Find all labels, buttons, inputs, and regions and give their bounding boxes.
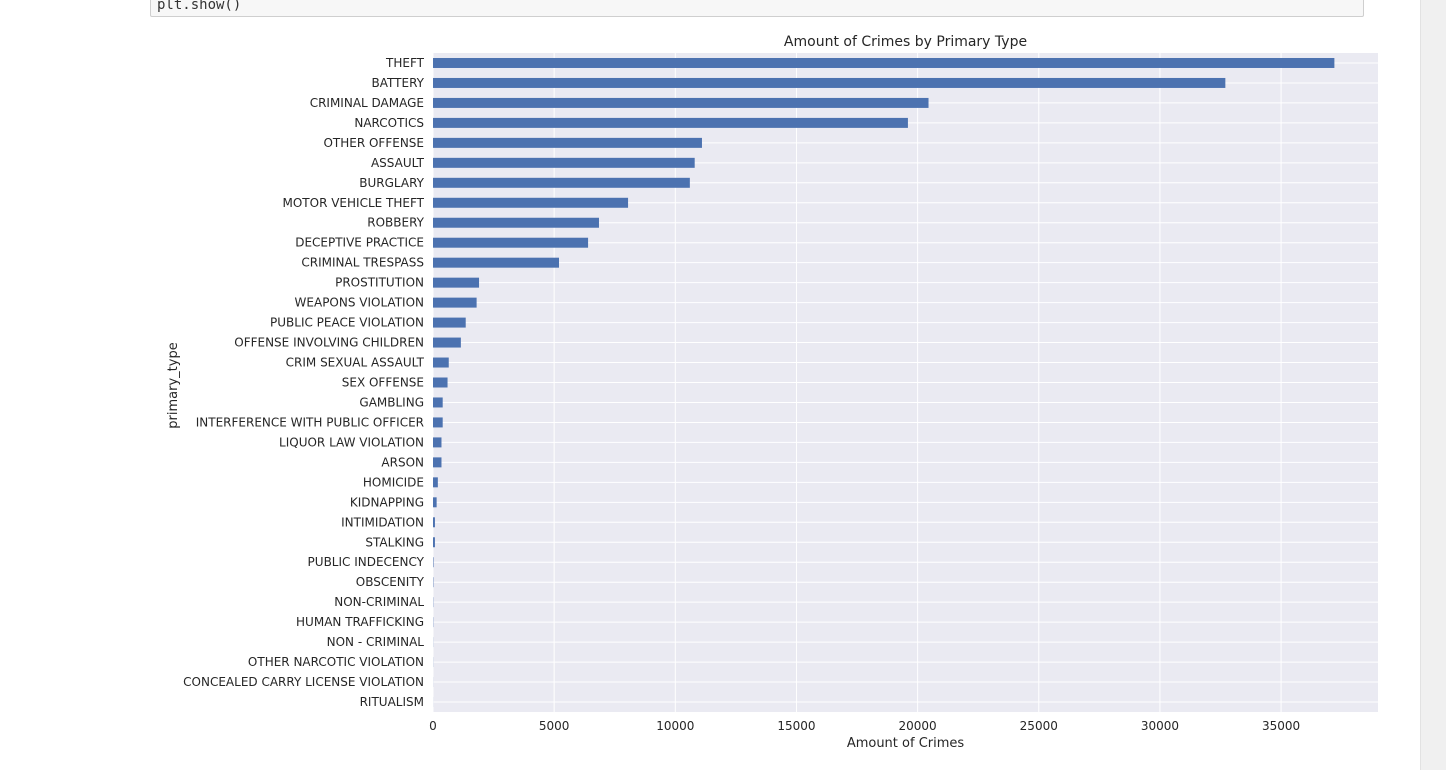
bar <box>433 157 695 168</box>
y-tick-label: OTHER NARCOTIC VIOLATION <box>248 655 424 669</box>
code-cell[interactable]: plt.show() <box>150 0 1364 17</box>
y-tick-label: OBSCENITY <box>356 575 425 589</box>
x-tick-label: 20000 <box>899 719 937 733</box>
vertical-scrollbar[interactable] <box>1420 0 1446 770</box>
y-tick-label: NARCOTICS <box>354 116 424 130</box>
x-tick-label: 30000 <box>1141 719 1179 733</box>
y-tick-label: INTERFERENCE WITH PUBLIC OFFICER <box>196 415 424 429</box>
y-tick-label: OFFENSE INVOLVING CHILDREN <box>234 336 424 350</box>
bar <box>433 417 443 428</box>
bar <box>433 117 908 128</box>
y-tick-label: ARSON <box>381 455 424 469</box>
x-tick-label: 10000 <box>656 719 694 733</box>
bar <box>433 277 480 288</box>
y-tick-label: LIQUOR LAW VIOLATION <box>279 435 424 449</box>
y-tick-label: CRIMINAL TRESPASS <box>301 256 424 270</box>
y-tick-label: RITUALISM <box>360 695 424 709</box>
x-tick-label: 35000 <box>1262 719 1300 733</box>
bar <box>433 317 466 328</box>
bar <box>433 537 435 548</box>
y-tick-label: NON - CRIMINAL <box>327 635 425 649</box>
y-tick-label: DECEPTIVE PRACTICE <box>295 236 424 250</box>
bar <box>433 297 477 308</box>
bar <box>433 217 599 228</box>
bar <box>433 77 1226 88</box>
y-tick-label: ROBBERY <box>367 216 424 230</box>
y-tick-label: MOTOR VEHICLE THEFT <box>283 196 425 210</box>
x-tick-label: 15000 <box>777 719 815 733</box>
bar <box>433 477 438 488</box>
y-tick-label: KIDNAPPING <box>350 495 424 509</box>
y-tick-label: ASSAULT <box>371 156 425 170</box>
y-tick-label: GAMBLING <box>359 395 424 409</box>
y-tick-label: PUBLIC PEACE VIOLATION <box>270 316 424 330</box>
x-tick-label: 5000 <box>539 719 570 733</box>
y-tick-label: HOMICIDE <box>363 475 424 489</box>
y-tick-label: CRIMINAL DAMAGE <box>310 96 424 110</box>
y-tick-label: INTIMIDATION <box>341 515 424 529</box>
y-tick-label: PUBLIC INDECENCY <box>308 555 425 569</box>
y-tick-label: BURGLARY <box>359 176 424 190</box>
y-axis-title: primary_type <box>166 342 181 428</box>
bar <box>433 357 449 368</box>
y-tick-label: THEFT <box>385 56 425 70</box>
bar <box>433 497 437 508</box>
bar <box>433 437 442 448</box>
bar <box>433 57 1335 68</box>
bar <box>433 257 559 268</box>
y-tick-label: PROSTITUTION <box>335 276 424 290</box>
bar <box>433 137 702 148</box>
y-tick-label: NON-CRIMINAL <box>334 595 424 609</box>
y-tick-label: HUMAN TRAFFICKING <box>296 615 424 629</box>
bar <box>433 377 448 388</box>
y-tick-label: CRIM SEXUAL ASSAULT <box>286 356 425 370</box>
bar <box>433 517 435 528</box>
y-tick-label: WEAPONS VIOLATION <box>295 296 424 310</box>
y-tick-label: SEX OFFENSE <box>342 376 424 390</box>
bar <box>433 397 443 408</box>
code-line: plt.show() <box>157 0 242 13</box>
bar <box>433 457 442 468</box>
y-tick-label: OTHER OFFENSE <box>323 136 424 150</box>
bar <box>433 177 690 188</box>
y-tick-label: BATTERY <box>372 76 425 90</box>
bar <box>433 97 929 108</box>
y-tick-label: STALKING <box>365 535 424 549</box>
chart-title: Amount of Crimes by Primary Type <box>784 34 1027 50</box>
y-tick-label: CONCEALED CARRY LICENSE VIOLATION <box>183 675 424 689</box>
x-tick-label: 0 <box>429 719 437 733</box>
x-tick-label: 25000 <box>1020 719 1058 733</box>
x-axis-title: Amount of Crimes <box>847 736 965 751</box>
bar <box>433 337 461 348</box>
bar <box>433 237 589 248</box>
bar <box>433 197 629 208</box>
